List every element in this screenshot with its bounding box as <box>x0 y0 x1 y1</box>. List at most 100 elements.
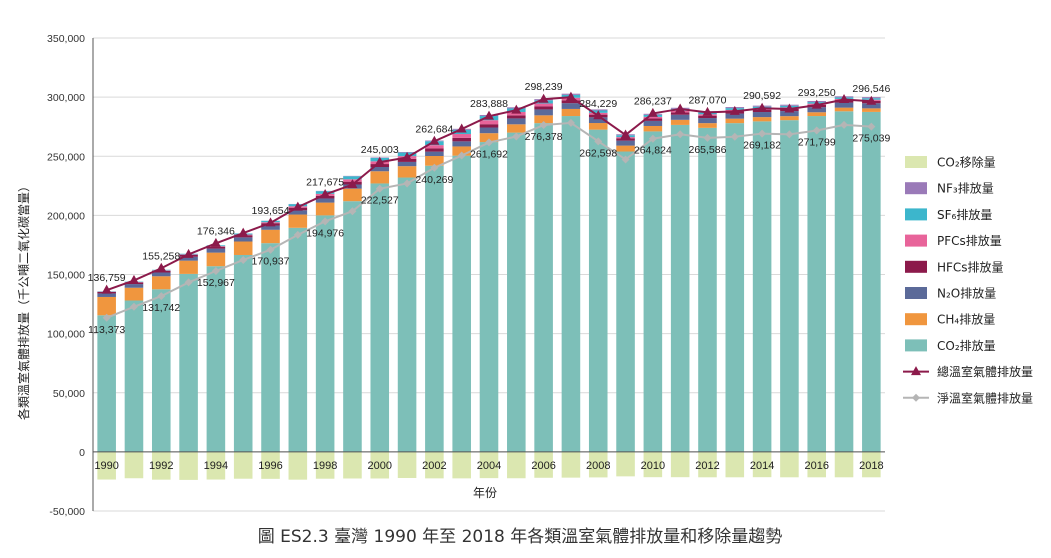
bar-segment <box>343 201 362 452</box>
bar-segment <box>807 107 827 113</box>
bar-segment <box>780 120 799 452</box>
line-point <box>647 107 658 117</box>
bar-segment <box>397 166 417 178</box>
bar-segment <box>370 171 390 184</box>
line-point <box>101 284 112 294</box>
removal-bar <box>561 451 581 478</box>
line-point <box>538 93 549 103</box>
bar-segment <box>534 123 553 452</box>
line-point <box>321 217 330 226</box>
line-point <box>183 248 194 258</box>
bar-segment <box>616 138 635 141</box>
bar-segment <box>834 111 854 452</box>
line-point <box>565 91 576 101</box>
total-data-label: 290,592 <box>743 90 781 102</box>
bar-segment <box>588 123 608 130</box>
bar-segment <box>616 140 635 146</box>
bar-segment <box>534 115 553 124</box>
legend-swatch <box>905 208 927 221</box>
removal-bar <box>206 451 226 480</box>
bar-segment <box>588 129 608 452</box>
x-tick-label: 2008 <box>586 460 610 472</box>
line-point <box>840 120 849 129</box>
removal-bar <box>725 451 745 478</box>
removal-bar <box>343 451 362 479</box>
line-point <box>348 207 357 216</box>
bar-segment <box>425 145 444 149</box>
line-point <box>621 155 630 164</box>
bar-segment <box>206 246 226 249</box>
bar-segment <box>834 107 854 112</box>
x-tick-label: 2000 <box>368 460 392 472</box>
removal-bar <box>834 451 854 478</box>
removal-bar <box>452 451 471 479</box>
bar-segment <box>725 123 745 452</box>
bar-segment <box>479 127 499 134</box>
line-point <box>457 151 466 160</box>
removal-bar <box>425 451 444 479</box>
x-tick-labels: 1990 1992 1994 1996 1998 2000 2002 2004 2006 2008… <box>94 460 883 472</box>
removal-bar <box>479 451 499 479</box>
bar-segment <box>561 108 581 117</box>
line-point <box>703 133 712 142</box>
legend-label: CO₂移除量 <box>937 155 996 170</box>
bar-segment <box>343 176 362 180</box>
line-point <box>320 188 331 198</box>
bar-segment <box>534 103 553 107</box>
bar-segment <box>233 254 253 452</box>
line-point <box>184 278 193 287</box>
bar-segment <box>479 124 499 128</box>
bar-segment <box>534 106 553 110</box>
bar-segment <box>151 272 171 277</box>
line-point <box>811 99 822 109</box>
line-point <box>238 227 249 237</box>
line-point <box>539 121 548 130</box>
line-point <box>512 132 521 141</box>
bar-segment <box>261 229 280 244</box>
line-point <box>375 184 384 193</box>
removal-bar <box>315 451 335 479</box>
line-point <box>812 126 821 135</box>
y-tick-label: 250,000 <box>47 151 85 163</box>
bar-segment <box>452 146 471 156</box>
line-point <box>430 163 439 172</box>
removal-bar <box>124 451 144 479</box>
bar-segment <box>862 108 881 112</box>
bar-segment <box>452 155 471 452</box>
removal-bar <box>698 451 717 478</box>
legend-swatch <box>905 260 927 273</box>
net-data-label: 261,692 <box>470 148 508 160</box>
y-tick-label: 0 <box>79 447 85 459</box>
data-labels: 136,759 155,258 176,346 193,654 217,675 245,0… <box>88 81 891 336</box>
net-data-label: 275,039 <box>852 133 890 145</box>
net-data-label: 265,586 <box>688 144 726 156</box>
bar-segment <box>425 156 444 166</box>
bar-segment <box>616 145 635 152</box>
removal-bar <box>507 451 526 479</box>
x-tick-label: 2006 <box>531 460 555 472</box>
removal-bar <box>588 451 608 478</box>
net-data-label: 131,742 <box>142 302 180 314</box>
bar-segment <box>97 293 116 297</box>
bar-segment <box>725 118 745 124</box>
legend-swatch <box>905 313 927 326</box>
line-point <box>157 292 166 301</box>
bar-segment <box>698 127 717 452</box>
removal-bar <box>807 451 827 478</box>
line-point <box>511 104 522 114</box>
bar-segment <box>507 132 526 452</box>
bar-segment <box>479 120 499 125</box>
total-data-label: 193,654 <box>252 205 290 217</box>
x-tick-label: 1998 <box>313 460 337 472</box>
bar-segment <box>288 214 308 228</box>
total-data-label: 296,546 <box>852 83 890 95</box>
bar-segment <box>206 252 226 267</box>
legend: CO₂移除量 NF₃排放量 SF₆排放量 PFCs排放量 HFCs排放量 N₂O排放量 CH… <box>903 155 1033 405</box>
total-data-label: 155,258 <box>142 250 180 262</box>
bar-segment <box>534 109 553 116</box>
removal-bar <box>151 451 171 480</box>
removal-bar <box>261 451 280 479</box>
line-point <box>648 134 657 143</box>
bar-segment <box>643 131 663 452</box>
y-tick-label: 200,000 <box>47 210 85 222</box>
